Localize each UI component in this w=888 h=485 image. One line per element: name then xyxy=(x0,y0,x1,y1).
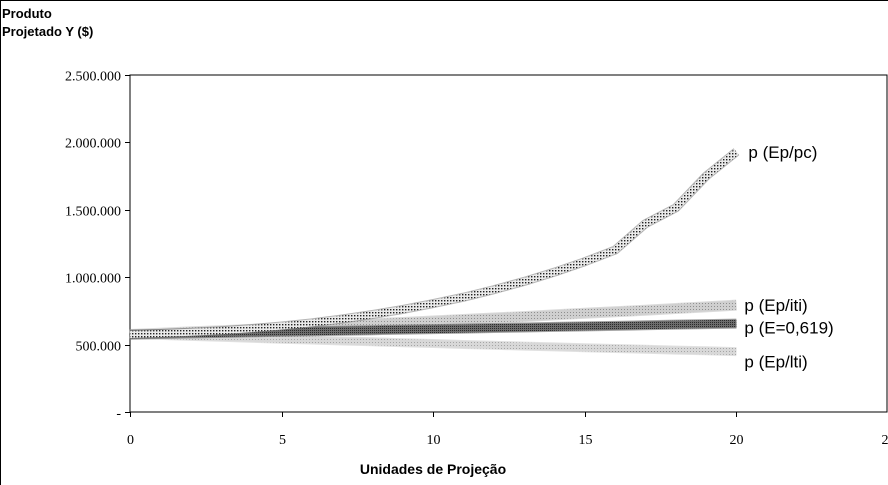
y-axis-title: Produto Projetado Y ($) xyxy=(2,6,94,39)
x-tick-label: 20 xyxy=(730,433,744,448)
y-tick-label: 2.000.000 xyxy=(65,137,121,152)
series-line xyxy=(129,149,739,338)
series-label: p (E=0,619) xyxy=(744,319,833,338)
x-tick-label: 15 xyxy=(579,433,593,448)
y-tick-label: 1.500.000 xyxy=(65,205,121,220)
series-label: p (Ep/pc) xyxy=(748,143,817,162)
y-tick-label: 1.000.000 xyxy=(65,272,121,287)
x-tick-label: 10 xyxy=(427,433,441,448)
x-axis-title: Unidades de Projeção xyxy=(359,461,507,477)
y-tick-label: 500.000 xyxy=(76,340,122,355)
series-label: p (Ep/iti) xyxy=(744,296,807,315)
series-label: p (Ep/lti) xyxy=(744,353,807,372)
plot-area xyxy=(129,74,888,413)
x-tick-label: 5 xyxy=(279,433,286,448)
y-tick-label: 2.500.000 xyxy=(65,70,121,85)
x-tick-label: 0 xyxy=(127,433,134,448)
x-tick-label: 25 xyxy=(882,433,888,448)
y-tick-label: - xyxy=(116,407,121,422)
